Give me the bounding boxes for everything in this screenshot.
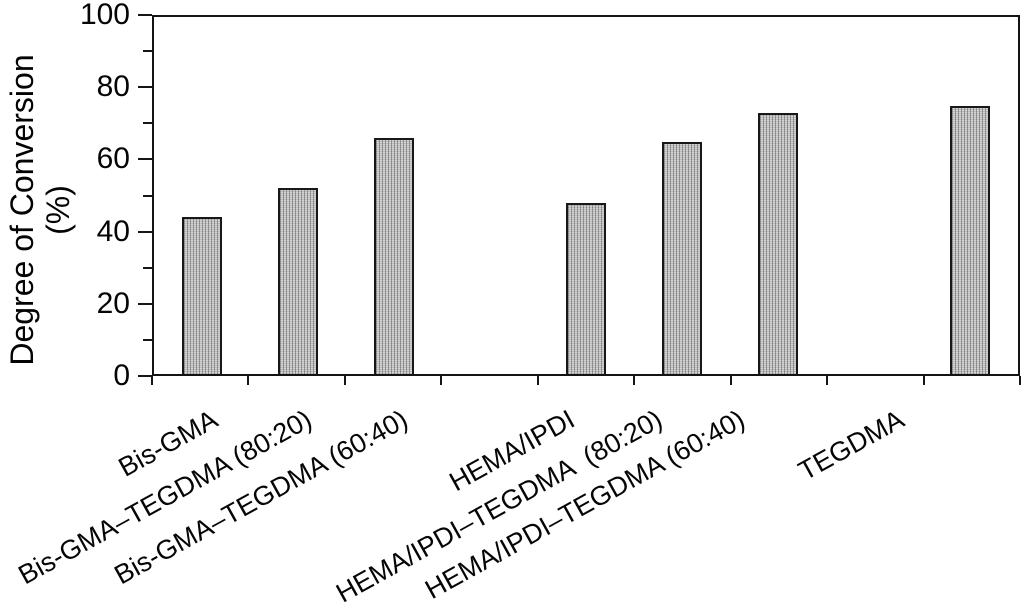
x-tick: [536, 376, 539, 385]
bar-hema-ipdi: [566, 202, 606, 374]
y-tick-label: 20: [96, 286, 130, 320]
y-major-tick: [138, 86, 152, 89]
y-minor-tick: [143, 50, 152, 53]
x-tick: [633, 376, 636, 385]
y-tick-label: 60: [96, 142, 130, 176]
x-tick: [1019, 376, 1021, 385]
x-tick: [247, 376, 250, 385]
y-minor-tick: [143, 338, 152, 341]
x-tick: [826, 376, 829, 385]
x-tick: [729, 376, 732, 385]
bar-bis-gma: [182, 216, 222, 374]
y-tick-label: 100: [79, 0, 130, 31]
bar-tegdma: [950, 106, 990, 374]
x-tick: [151, 376, 153, 385]
y-major-tick: [138, 158, 152, 161]
y-minor-tick: [143, 122, 152, 125]
bar-hema-ipdi-tegdma-60-40: [758, 113, 798, 374]
y-tick-label: 80: [96, 70, 130, 104]
y-minor-tick: [143, 266, 152, 269]
bar-hema-ipdi-tegdma-80-20: [662, 141, 702, 374]
y-major-tick: [138, 375, 152, 377]
y-minor-tick: [143, 194, 152, 197]
y-major-tick: [138, 14, 152, 16]
x-tick: [343, 376, 346, 385]
plot-area: [152, 15, 1020, 376]
y-tick-label: 40: [96, 214, 130, 248]
x-tick-label-tegdma: TEGDMA: [793, 404, 910, 487]
x-tick: [440, 376, 443, 385]
x-tick: [922, 376, 925, 385]
y-major-tick: [138, 230, 152, 233]
bar-bis-gma-tegdma-80-20: [278, 188, 318, 374]
y-major-tick: [138, 302, 152, 305]
y-tick-label: 0: [113, 359, 130, 392]
bar-bis-gma-tegdma-60-40: [374, 138, 414, 374]
